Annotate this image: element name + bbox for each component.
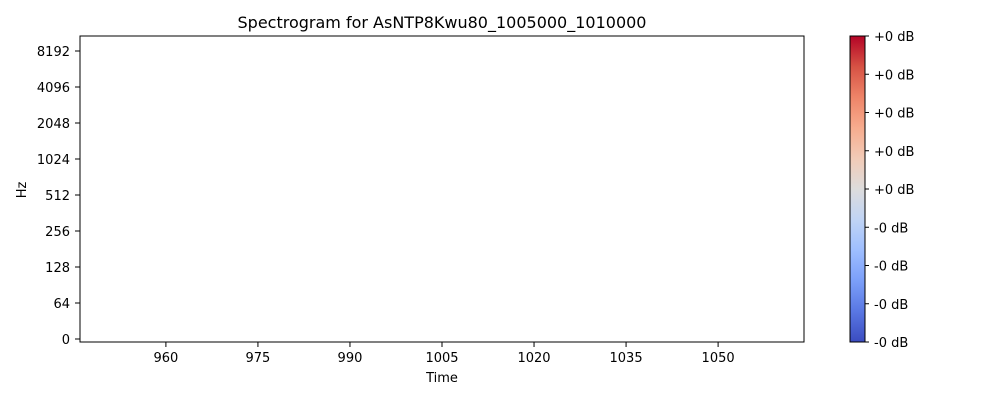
y-axis-ticks: 0 64 128 256 512 1024 2048 4096 8192 <box>37 45 80 348</box>
y-tick-label: 4096 <box>37 81 70 96</box>
y-axis-label: Hz <box>15 182 30 199</box>
x-tick-label: 975 <box>246 351 271 366</box>
y-tick-label: 128 <box>45 261 70 276</box>
x-tick-label: 1020 <box>517 351 550 366</box>
colorbar-tick-label: -0 dB <box>874 336 908 351</box>
y-tick-label: 256 <box>45 225 70 240</box>
x-tick-label: 1035 <box>610 351 643 366</box>
y-tick-label: 8192 <box>37 45 70 60</box>
colorbar-tick-label: +0 dB <box>874 30 914 45</box>
x-axis-ticks: 960 975 990 1005 1020 1035 1050 <box>153 342 735 366</box>
y-tick-label: 512 <box>45 189 70 204</box>
colorbar-tick-label: -0 dB <box>874 298 908 313</box>
colorbar-ticks: +0 dB +0 dB +0 dB +0 dB +0 dB -0 dB -0 dB -0 dB… <box>865 30 914 351</box>
colorbar-tick-label: -0 dB <box>874 221 908 236</box>
y-tick-label: 2048 <box>37 117 70 132</box>
y-tick-label: 64 <box>53 297 70 312</box>
y-tick-label: 1024 <box>37 153 70 168</box>
colorbar-tick-label: +0 dB <box>874 107 914 122</box>
colorbar-tick-label: -0 dB <box>874 260 908 275</box>
colorbar-tick-label: +0 dB <box>874 68 914 83</box>
y-tick-label: 0 <box>62 333 70 348</box>
x-tick-label: 990 <box>338 351 363 366</box>
chart-title: Spectrogram for AsNTP8Kwu80_1005000_1010… <box>238 13 647 33</box>
x-tick-label: 1005 <box>425 351 458 366</box>
colorbar-tick-label: +0 dB <box>874 183 914 198</box>
colorbar-tick-label: +0 dB <box>874 145 914 160</box>
plot-area <box>79 35 805 343</box>
x-tick-label: 960 <box>153 351 178 366</box>
x-axis-label: Time <box>425 371 458 386</box>
x-tick-label: 1050 <box>702 351 735 366</box>
colorbar <box>849 35 866 343</box>
